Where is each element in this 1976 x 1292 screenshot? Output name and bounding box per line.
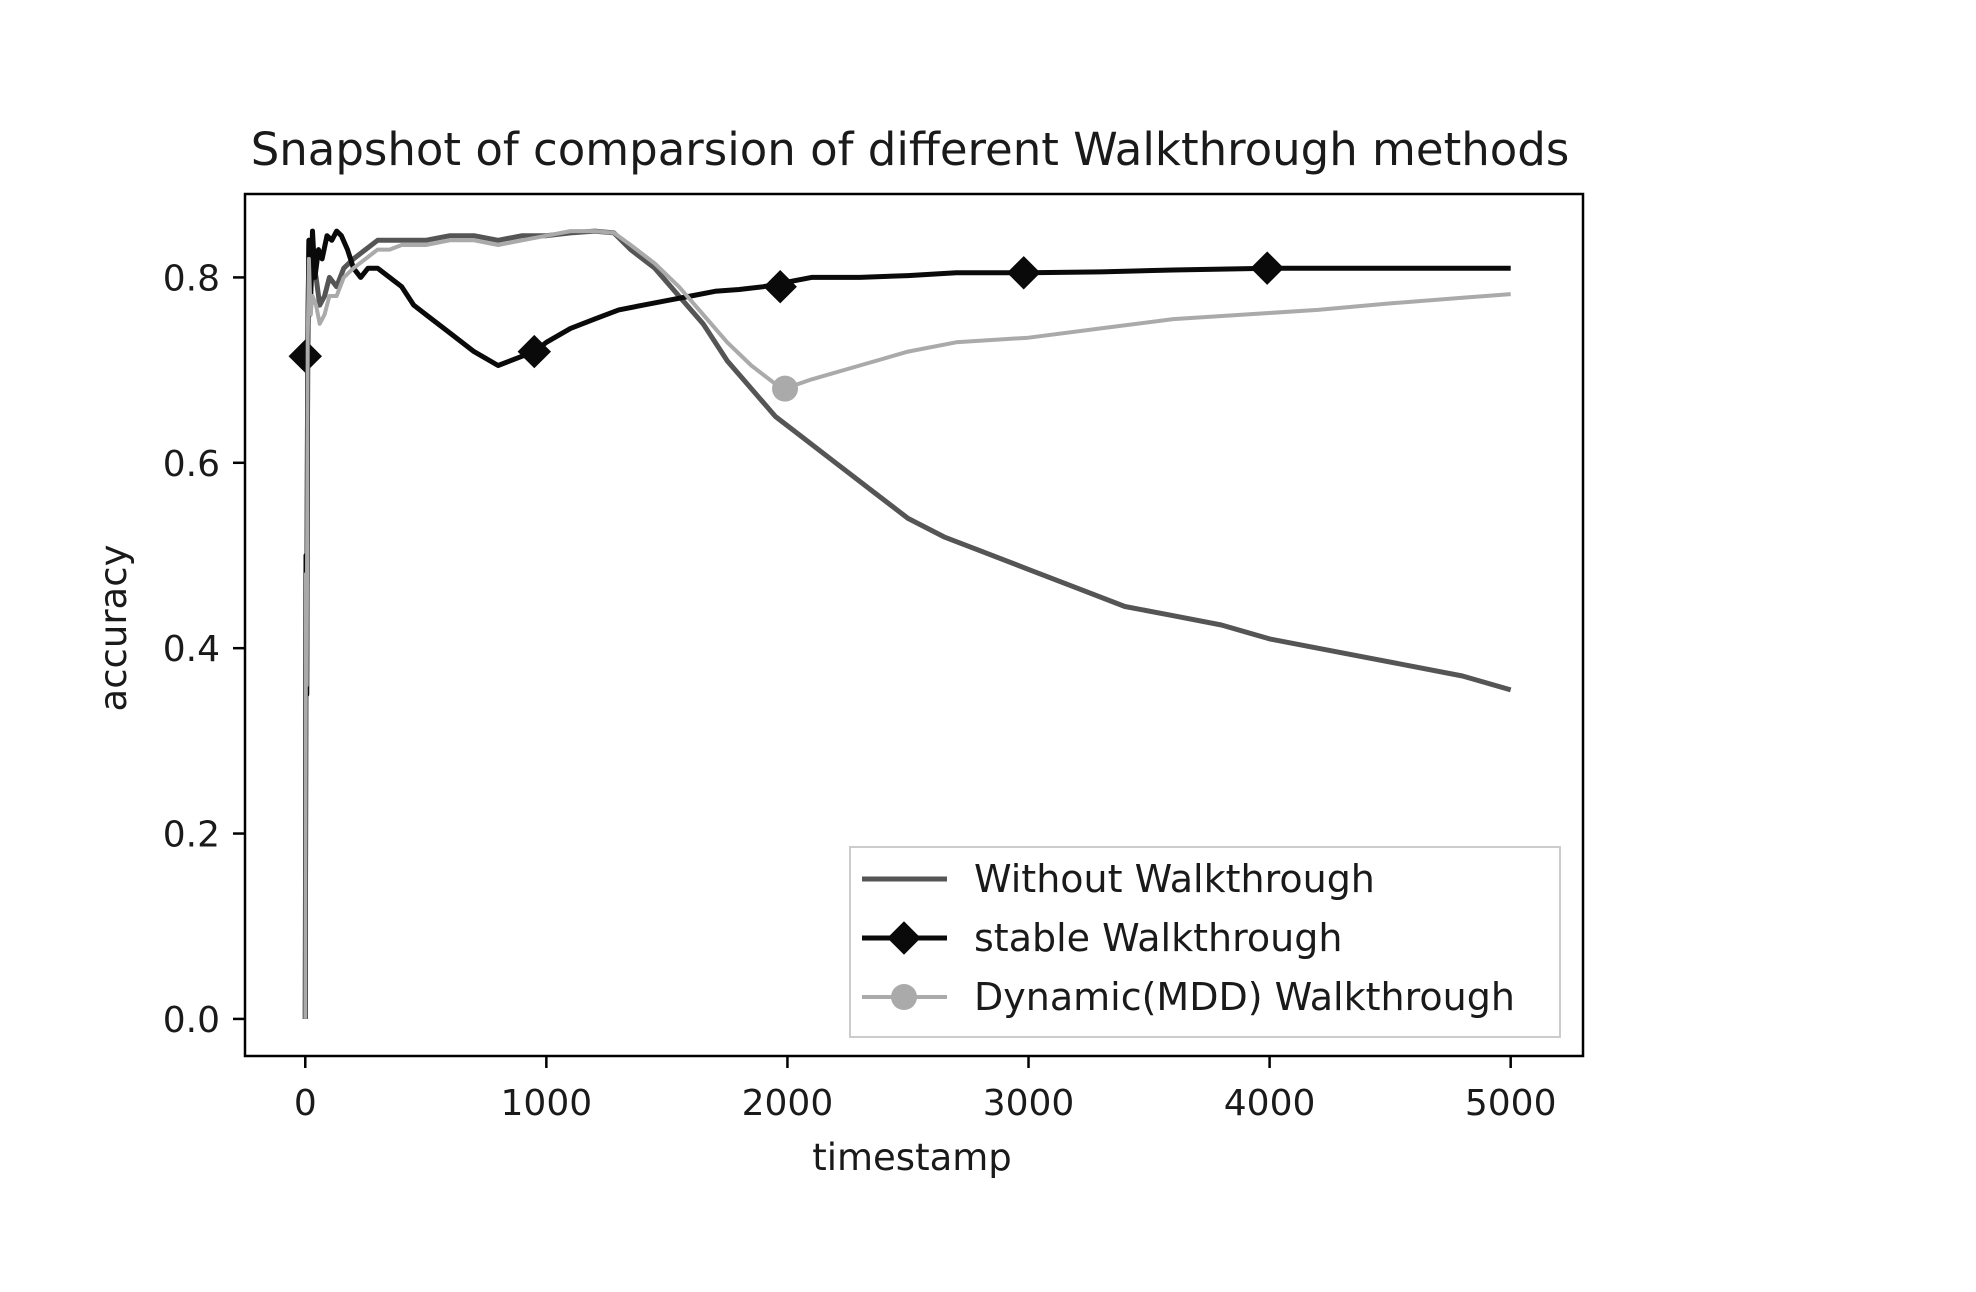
series-marker-stable-walkthrough [1006, 256, 1041, 290]
y-tick-label: 0.6 [163, 444, 220, 485]
x-tick-label: 4000 [1224, 1083, 1316, 1124]
series-layer [288, 228, 1512, 1019]
plot-frame [243, 192, 1585, 1058]
legend-marker-stable-walkthrough [887, 921, 921, 955]
x-tick-label: 2000 [742, 1083, 834, 1124]
y-tick-label: 0.8 [163, 258, 220, 299]
chart-title: Snapshot of comparsion of different Walk… [251, 123, 1570, 176]
y-tick-label: 0.2 [163, 815, 220, 856]
series-marker-stable-walkthrough [288, 339, 322, 373]
y-axis-ticks: 0.0 0.2 0.4 0.6 0.8 [163, 258, 245, 1041]
legend: Without Walkthrough stable Walkthrough Dyn… [849, 846, 1561, 1038]
series-line-stable-walkthrough [302, 228, 1511, 1019]
legend-label-without-walkthrough: Without Walkthrough [974, 857, 1375, 901]
legend-label-stable-walkthrough: stable Walkthrough [974, 916, 1342, 960]
series-marker-stable-walkthrough [1250, 251, 1284, 285]
x-tick-label: 1000 [501, 1083, 593, 1124]
legend-marker-dynamic-mdd-walkthrough [891, 984, 917, 1010]
legend-items: Without Walkthrough stable Walkthrough Dyn… [862, 857, 1515, 1019]
legend-label-dynamic-mdd-walkthrough: Dynamic(MDD) Walkthrough [974, 975, 1515, 1019]
y-tick-label: 0.4 [163, 629, 220, 670]
legend-box [849, 846, 1561, 1038]
y-axis-label: accuracy [92, 545, 135, 712]
series-marker-stable-walkthrough [517, 334, 552, 369]
x-axis-ticks: 0 1000 2000 3000 4000 5000 [294, 1056, 1557, 1124]
x-tick-label: 0 [294, 1083, 317, 1124]
series-marker-stable-walkthrough [763, 269, 797, 304]
y-tick-label: 0.0 [163, 1000, 220, 1041]
series-marker-dynamic-mdd-walkthrough [772, 375, 799, 402]
x-tick-label: 5000 [1465, 1083, 1557, 1124]
x-tick-label: 3000 [983, 1083, 1075, 1124]
x-axis-label: timestamp [812, 1136, 1012, 1179]
series-line-dynamic-mdd-walkthrough [303, 229, 1511, 1019]
